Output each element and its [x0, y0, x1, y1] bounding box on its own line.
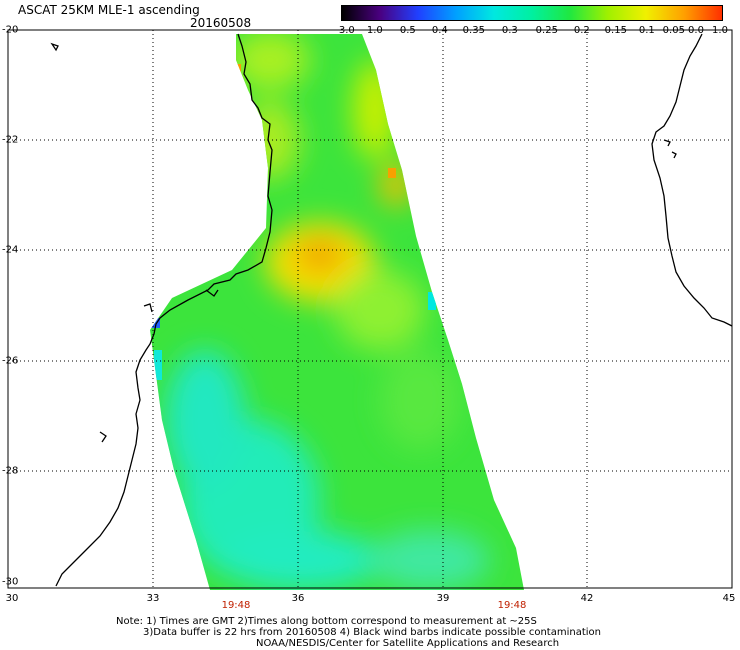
lat-label: -22 — [2, 134, 19, 146]
footnote-line: 3)Data buffer is 22 hrs from 20160508 4)… — [143, 627, 601, 638]
swath-time: 19:48 — [497, 600, 527, 611]
lon-label: 33 — [146, 593, 160, 604]
swath-pixel — [154, 350, 162, 380]
lon-label: 36 — [291, 593, 305, 604]
swath-pixel — [248, 104, 256, 122]
footnote-line: Note: 1) Times are GMT 2)Times along bot… — [116, 616, 537, 627]
swath-pixel — [234, 64, 241, 76]
lat-label: -26 — [2, 355, 19, 367]
swath-pixel — [388, 168, 396, 178]
lon-label: 30 — [5, 593, 19, 604]
lon-label: 45 — [722, 593, 736, 604]
swath-pixel — [428, 292, 436, 310]
coastline — [50, 33, 733, 587]
lon-label: 42 — [580, 593, 594, 604]
swath-time: 19:48 — [221, 600, 251, 611]
map-frame — [7, 29, 733, 589]
swath-pixel — [151, 318, 160, 328]
lon-label: 39 — [436, 593, 450, 604]
product-date: 20160508 — [190, 16, 252, 30]
footnote-line: NOAA/NESDIS/Center for Satellite Applica… — [256, 638, 560, 649]
data-swath — [150, 34, 524, 590]
lat-label: -28 — [2, 465, 19, 477]
color-scale-bar — [341, 5, 723, 21]
lat-label: -20 — [2, 24, 19, 36]
lat-label: -24 — [2, 244, 19, 256]
lat-label: -30 — [2, 576, 19, 588]
product-title: ASCAT 25KM MLE-1 ascending — [18, 3, 200, 17]
